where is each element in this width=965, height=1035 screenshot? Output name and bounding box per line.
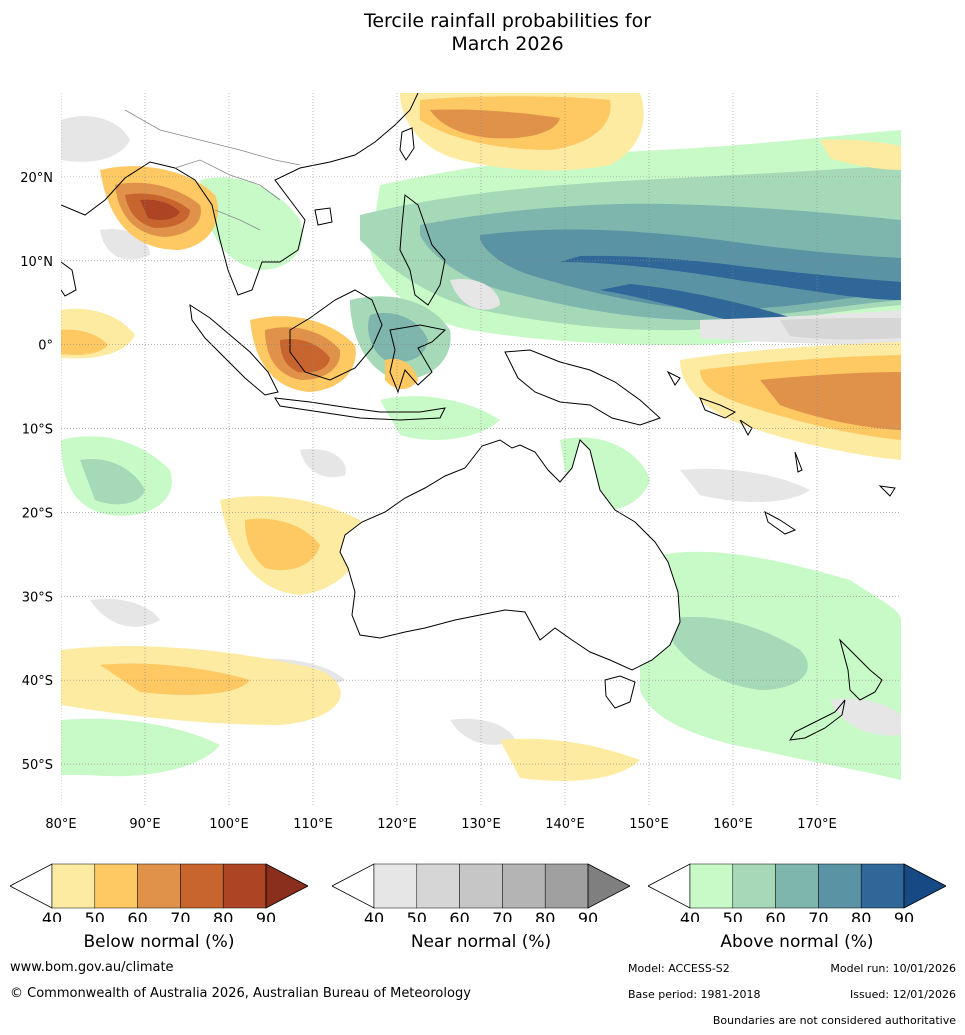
latitude-tick-label: 20°S (22, 506, 53, 521)
asia-mainland-coastline (61, 93, 419, 296)
borneo-coastline (289, 289, 383, 381)
below-normal-shading (61, 93, 901, 781)
colorbar-tick-label: 50 (723, 909, 743, 922)
colorbar-segment (94, 863, 138, 909)
taiwan-coastline (399, 127, 415, 161)
title-line-2: March 2026 (451, 33, 564, 55)
colorbar-tick-label: 40 (42, 909, 62, 922)
title-line-1: Tercile rainfall probabilities for (363, 10, 652, 32)
philippines-coastline (399, 194, 446, 306)
latitude-tick-label: 30°S (22, 590, 53, 605)
colorbar-tick-label: 50 (407, 909, 427, 922)
colorbar-tick-label: 70 (170, 909, 190, 922)
colorbar-tick-label: 60 (449, 909, 469, 922)
gridlines (61, 93, 901, 806)
colorbar-graphic: 40 50 60 70 80 90 (9, 863, 309, 928)
colorbar-tick-label: 50 (85, 909, 105, 922)
longitude-tick-label: 140°E (545, 817, 585, 832)
colorbar-segment (222, 863, 267, 909)
colorbar-tick-label: 60 (765, 909, 785, 922)
above-normal-shading (61, 130, 901, 780)
latitude-ticks: 20°N 10°N 0° 10°S 20°S 30°S 40°S 50°S (20, 171, 53, 773)
colorbar-label: Near normal (%) (410, 932, 552, 952)
sulawesi-coastline (389, 324, 447, 394)
rainfall-map: 80°E 90°E 100°E 110°E 120°E 130°E 140°E 150°E 16… (20, 93, 901, 832)
pacific-islands (666, 370, 896, 535)
colorbar-segment (137, 863, 181, 909)
footer-copyright: © Commonwealth of Australia 2026, Austra… (10, 986, 471, 1001)
colorbar-segment (459, 863, 503, 909)
colorbar-segment (51, 863, 96, 909)
india-coastline (61, 261, 77, 297)
footer-model: Model: ACCESS-S2 (628, 962, 730, 975)
latitude-tick-label: 50°S (22, 758, 53, 773)
footer-disclaimer: Boundaries are not considered authoritat… (712, 1014, 956, 1027)
colorbar-min-arrow (647, 863, 691, 909)
colorbar-max-arrow (903, 863, 947, 909)
longitude-tick-label: 150°E (629, 817, 669, 832)
colorbar-segment (180, 863, 224, 909)
colorbar-2: 40 50 60 70 80 90 Near normal (%) (331, 862, 631, 952)
colorbar-min-arrow (9, 863, 53, 909)
colorbar-segment (732, 863, 776, 909)
colorbar-label: Above normal (%) (720, 932, 874, 952)
sumatra-coastline (189, 303, 279, 396)
longitude-tick-label: 160°E (713, 817, 753, 832)
colorbar-segment (544, 863, 589, 909)
colorbar-segment (775, 863, 819, 909)
map-title: Tercile rainfall probabilities for March… (0, 10, 965, 56)
colorbar-tick-label: 80 (213, 909, 233, 922)
colorbar-tick-label: 80 (535, 909, 555, 922)
australia-coastline (339, 439, 681, 671)
footer-issued: Issued: 12/01/2026 (849, 988, 956, 1001)
footer-base-period: Base period: 1981-2018 (628, 988, 761, 1001)
colorbar-min-arrow (331, 863, 375, 909)
latitude-tick-label: 20°N (20, 171, 53, 186)
latitude-tick-label: 0° (38, 339, 53, 354)
colorbar-1: 40 50 60 70 80 90 Below normal (%) (9, 862, 309, 952)
longitude-tick-label: 100°E (209, 817, 249, 832)
tasmania-coastline (604, 675, 636, 709)
longitude-tick-label: 80°E (45, 817, 76, 832)
colorbar-segment (860, 863, 905, 909)
colorbar-graphic: 40 50 60 70 80 90 (331, 863, 631, 928)
country-borders (124, 109, 301, 231)
colorbar-tick-label: 60 (127, 909, 147, 922)
colorbar-tick-label: 70 (492, 909, 512, 922)
longitude-tick-label: 90°E (129, 817, 160, 832)
colorbar-label: Below normal (%) (83, 932, 235, 952)
colorbar-segment (373, 863, 418, 909)
colorbar-tick-label: 80 (851, 909, 871, 922)
java-coastline (274, 397, 446, 421)
colorbar-tick-label: 90 (894, 909, 914, 922)
colorbar-segment (416, 863, 460, 909)
footer-website[interactable]: www.bom.gov.au/climate (10, 960, 174, 975)
colorbar-segment (502, 863, 546, 909)
longitude-ticks: 80°E 90°E 100°E 110°E 120°E 130°E 140°E 150°E 16… (45, 817, 836, 832)
colorbar-segment (689, 863, 734, 909)
colorbar-tick-label: 40 (364, 909, 384, 922)
new-zealand-coastline (789, 638, 883, 741)
longitude-tick-label: 110°E (293, 817, 333, 832)
longitude-tick-label: 170°E (797, 817, 837, 832)
footer-model-run: Model run: 10/01/2026 (830, 962, 956, 975)
latitude-tick-label: 40°S (22, 674, 53, 689)
colorbar-tick-label: 90 (578, 909, 598, 922)
colorbar-segment (818, 863, 862, 909)
colorbar-tick-label: 90 (256, 909, 276, 922)
colorbar-tick-label: 40 (680, 909, 700, 922)
colorbar-max-arrow (265, 863, 309, 909)
map-area: 80°E 90°E 100°E 110°E 120°E 130°E 140°E 150°E 16… (20, 93, 901, 832)
latitude-tick-label: 10°N (20, 255, 53, 270)
longitude-tick-label: 120°E (377, 817, 417, 832)
colorbar-graphic: 40 50 60 70 80 90 (647, 863, 947, 928)
hainan-coastline (314, 207, 333, 226)
colorbar-tick-label: 70 (808, 909, 828, 922)
latitude-tick-label: 10°S (22, 423, 53, 438)
colorbar-max-arrow (587, 863, 631, 909)
colorbar-3: 40 50 60 70 80 90 Above normal (%) (647, 862, 947, 952)
longitude-tick-label: 130°E (461, 817, 501, 832)
